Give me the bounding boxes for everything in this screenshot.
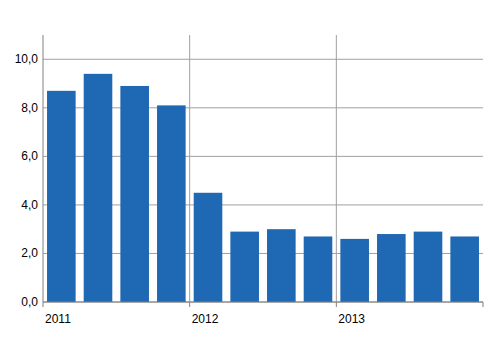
grid [43, 35, 483, 302]
bar [414, 232, 443, 302]
bar [230, 232, 259, 302]
bar [47, 91, 76, 302]
y-axis-line [43, 35, 44, 302]
y-tick-label: 8,0 [21, 101, 38, 115]
y-tick-label: 2,0 [21, 246, 38, 260]
bar [377, 234, 406, 302]
x-tick-label: 2013 [338, 312, 365, 326]
x-tick [336, 302, 337, 307]
chart-container: 0,0 2,0 4,0 6,0 8,0 10,0 2011 2012 2013 [0, 0, 498, 360]
y-tick-label: 0,0 [21, 295, 38, 309]
x-tick [43, 302, 44, 307]
y-grid-line [43, 59, 483, 60]
bars [47, 74, 479, 302]
x-grid-line [189, 35, 190, 302]
bar [120, 86, 149, 302]
y-tick-label: 6,0 [21, 149, 38, 163]
bar [267, 229, 296, 302]
bar [450, 236, 479, 302]
bar [194, 193, 223, 302]
x-axis-end-tick [483, 302, 484, 307]
bar [304, 236, 333, 302]
x-tick [189, 302, 190, 307]
x-tick-label: 2012 [192, 312, 219, 326]
bar [157, 105, 186, 302]
x-grid-line [336, 35, 337, 302]
y-grid-line [43, 302, 483, 303]
bar [84, 74, 113, 302]
y-tick-label: 4,0 [21, 198, 38, 212]
x-tick-label: 2011 [45, 312, 71, 326]
y-tick-label: 10,0 [15, 52, 39, 66]
bar [340, 239, 369, 302]
chart-svg: 0,0 2,0 4,0 6,0 8,0 10,0 2011 2012 2013 [0, 0, 498, 360]
x-axis-line [43, 302, 483, 303]
